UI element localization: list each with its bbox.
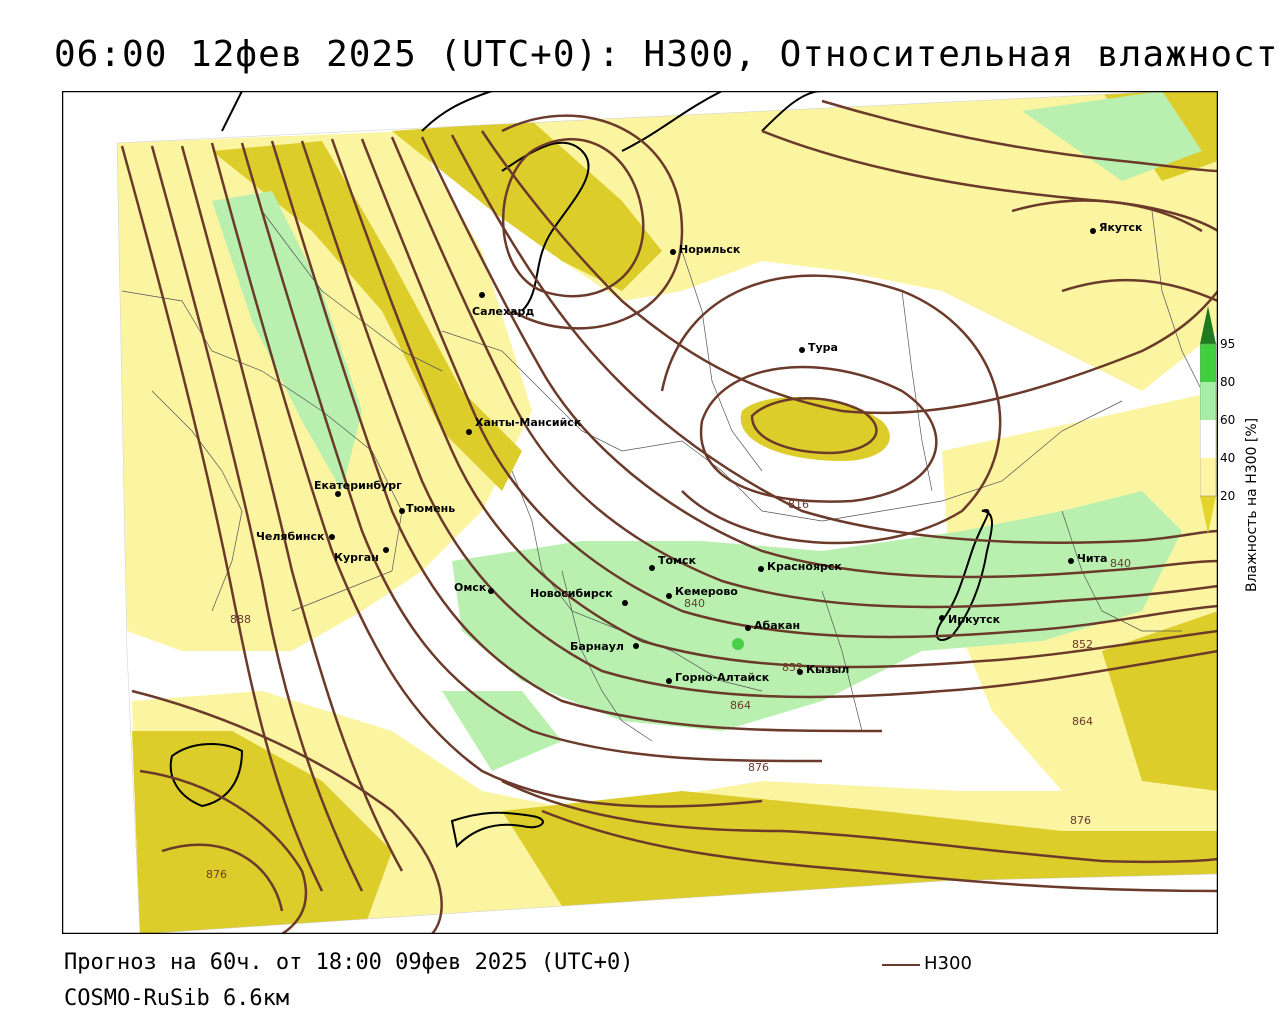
city-label: Омск [454, 581, 487, 594]
colorbar-bin-95 [1200, 344, 1216, 382]
colorbar-tick: 20 [1220, 489, 1235, 503]
colorbar-title: Влажность на H300 [%] [1244, 417, 1260, 592]
city-label: Якутск [1099, 221, 1143, 234]
city-label: Екатеринбург [314, 479, 402, 492]
colorbar-bin-60 [1200, 420, 1216, 458]
city-omsk: Омск [454, 581, 494, 594]
lake-baikal [935, 509, 993, 641]
city-label: Томск [658, 554, 697, 567]
city-label: Чита [1077, 552, 1107, 565]
city-irkutsk: Иркутск [939, 613, 1001, 626]
city-chita: Чита [1068, 552, 1107, 565]
humidity-green-south [442, 691, 562, 771]
cities: Норильск Якутск Салехард Тура Ханты-Манс… [256, 221, 1143, 684]
city-abakan: Абакан [745, 619, 800, 632]
coastlines [169, 91, 993, 849]
city-label: Абакан [754, 619, 800, 632]
city-label: Красноярск [767, 560, 842, 573]
humidity-band-southwest [132, 731, 392, 934]
contour-label: 876 [206, 868, 227, 881]
contour-label: 852 [1072, 638, 1093, 651]
colorbar-tick: 40 [1220, 451, 1235, 465]
city-label: Кемерово [675, 585, 738, 598]
colorbar-top-arrow [1200, 306, 1216, 344]
city-label: Барнаул [570, 640, 624, 653]
coastline-north [221, 91, 823, 312]
model-domain-outline [116, 91, 1218, 934]
contour-label: 876 [1070, 814, 1091, 827]
legend-line-swatch [882, 964, 920, 966]
city-norilsk: Норильск [670, 243, 741, 256]
city-tura: Тура [799, 341, 838, 354]
h300-contours [120, 99, 1218, 934]
city-label: Горно-Алтайск [675, 671, 770, 684]
contour-label: 816 [788, 498, 809, 511]
city-label: Кызыл [806, 663, 849, 676]
contour-label: 840 [1110, 557, 1131, 570]
city-label: Норильск [679, 243, 741, 256]
colorbar-tick: 95 [1220, 337, 1235, 351]
caspian-sea [169, 743, 244, 808]
contour-label: 864 [730, 699, 751, 712]
city-krasnoyarsk: Красноярск [758, 560, 842, 573]
contour-label: 840 [684, 597, 705, 610]
humidity-green-siberia [452, 491, 1182, 731]
map-frame [62, 91, 1218, 934]
weather-map: 816 840 852 864 876 888 852 864 876 876 … [62, 91, 1218, 934]
city-kurgan: Курган [334, 547, 389, 564]
colorbar-bottom-arrow [1200, 496, 1216, 534]
city-label: Челябинск [256, 530, 325, 543]
colorbar-tick: 60 [1220, 413, 1235, 427]
region-borders [121, 210, 1203, 742]
city-barnaul: Барнаул [570, 640, 639, 653]
city-tomsk: Томск [649, 554, 697, 571]
contour-label: 864 [1072, 715, 1093, 728]
city-chelyabinsk: Челябинск [256, 530, 335, 543]
colorbar-bin-80 [1200, 382, 1216, 420]
chart-title: 06:00 12фев 2025 (UTC+0): H300, Относите… [54, 34, 1280, 75]
contour-label: 888 [230, 613, 251, 626]
city-tyumen: Тюмень [399, 502, 455, 515]
humidity-band-north [392, 121, 662, 291]
contour-label: 876 [748, 761, 769, 774]
city-label: Иркутск [948, 613, 1001, 626]
humidity-band-south [502, 791, 1218, 906]
city-gorno-altaysk: Горно-Алтайск [666, 671, 770, 684]
city-label: Ханты-Мансийск [475, 416, 582, 429]
city-salekhard: Салехард [472, 292, 534, 318]
city-yekaterinburg: Екатеринбург [314, 479, 402, 497]
forecast-info: Прогноз на 60ч. от 18:00 09фев 2025 (UTC… [64, 950, 634, 975]
colorbar-tick: 80 [1220, 375, 1235, 389]
colorbar-bin-40 [1200, 458, 1216, 496]
humidity-band-ural [212, 141, 522, 491]
model-name: COSMO-RuSib 6.6км [64, 986, 290, 1011]
humidity-max-spot [732, 638, 744, 650]
contour-labels: 816 840 852 864 876 888 852 864 876 876 … [206, 498, 1131, 881]
city-kemerovo: Кемерово [666, 585, 738, 599]
humidity-green-north [1022, 91, 1202, 181]
lake-balkhash [450, 811, 544, 849]
city-label: Салехард [472, 305, 534, 318]
humidity-colorbar: 95 80 60 40 20 [1200, 306, 1235, 534]
city-novosibirsk: Новосибирск [530, 587, 628, 606]
city-label: Тюмень [406, 502, 455, 515]
legend-line-label: H300 [924, 953, 972, 974]
city-kyzyl: Кызыл [797, 663, 849, 676]
city-label: Новосибирск [530, 587, 613, 600]
city-khanty-mansiysk: Ханты-Мансийск [466, 416, 582, 435]
city-yakutsk: Якутск [1090, 221, 1143, 234]
humidity-zone-north [482, 91, 1218, 391]
city-label: Курган [334, 551, 379, 564]
city-label: Тура [808, 341, 838, 354]
